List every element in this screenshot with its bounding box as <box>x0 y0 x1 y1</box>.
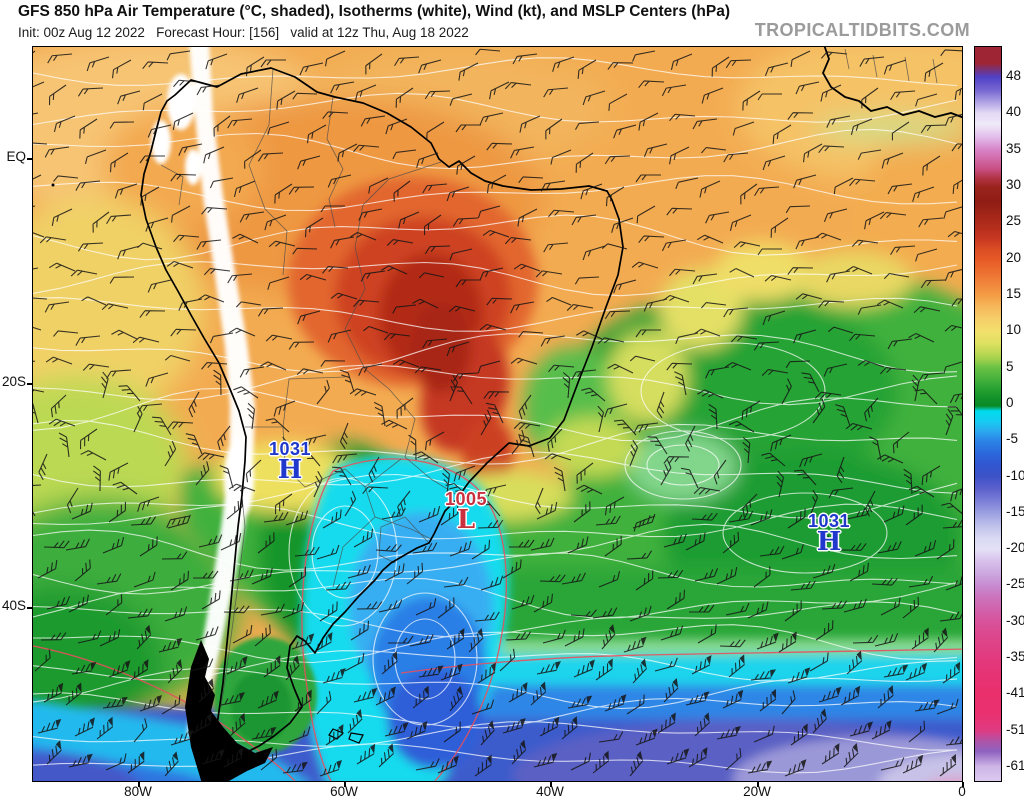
lon-axis-tick <box>962 782 964 787</box>
lat-axis-label: 40S <box>1 598 26 613</box>
colorbar-label: -41 <box>1006 685 1024 701</box>
colorbar-label: -51 <box>1006 721 1024 737</box>
colorbar-label: -30 <box>1006 612 1024 628</box>
lon-axis-tick <box>344 782 346 787</box>
lat-axis-tick <box>27 158 33 160</box>
temperature-colorbar <box>975 47 1001 781</box>
lon-axis-tick <box>757 782 759 787</box>
colorbar-label: 20 <box>1006 249 1022 265</box>
pressure-value: 1031 <box>268 439 312 459</box>
pressure-center-high: 1031 H <box>269 440 311 483</box>
lon-axis-label: 60W <box>330 784 358 799</box>
lon-axis-label: 0 <box>958 784 966 799</box>
pressure-center-high: 1031 H <box>808 512 850 555</box>
weather-map <box>33 47 962 781</box>
colorbar-label: 10 <box>1006 322 1022 338</box>
pressure-center-low: 1005 L <box>445 490 487 533</box>
pressure-letter: H <box>816 527 842 557</box>
pressure-value: 1005 <box>444 489 488 509</box>
lat-axis-label: 20S <box>1 374 26 389</box>
isotherms-layer <box>33 57 958 774</box>
falkland-islands <box>328 728 364 744</box>
weather-map-canvas <box>33 47 962 781</box>
colorbar-label: -25 <box>1006 576 1024 592</box>
colorbar-label: 5 <box>1006 358 1014 374</box>
lon-axis-label: 20W <box>743 784 771 799</box>
pressure-letter: H <box>277 455 303 485</box>
colorbar-label: -35 <box>1006 649 1024 665</box>
tropicaltidbits-watermark: TROPICALTIDBITS.COM <box>754 20 970 40</box>
lat-axis-tick <box>27 383 33 385</box>
africa-coastline <box>821 47 962 119</box>
colorbar-label: -10 <box>1006 467 1024 483</box>
lon-axis-tick <box>550 782 552 787</box>
colorbar-label: 25 <box>1006 213 1022 229</box>
colorbar-label: 48 <box>1006 68 1022 83</box>
colorbar-label: -15 <box>1006 503 1024 519</box>
map-title: GFS 850 hPa Air Temperature (°C, shaded)… <box>18 3 731 20</box>
lat-axis-tick <box>27 607 33 609</box>
geography-layer <box>51 47 962 781</box>
colorbar-label: 15 <box>1006 285 1022 301</box>
lat-axis-label: EQ <box>6 149 26 164</box>
lon-axis-tick <box>138 782 140 787</box>
lon-axis-label: 80W <box>124 784 152 799</box>
andes-white-terrain <box>151 47 317 753</box>
country-borders <box>160 48 938 708</box>
patagonia-terrain <box>185 640 273 781</box>
galapagos-islands <box>51 183 55 187</box>
colorbar-label: -61 <box>1006 758 1024 774</box>
lon-axis-label: 40W <box>536 784 564 799</box>
init-forecast-line: Init: 00z Aug 12 2022 Forecast Hour: [15… <box>18 25 469 40</box>
colorbar-label: 30 <box>1006 176 1022 192</box>
colorbar-label: -5 <box>1006 431 1019 447</box>
colorbar-label: 0 <box>1006 394 1014 410</box>
pressure-value: 1031 <box>807 511 851 531</box>
colorbar-label: 40 <box>1006 104 1022 120</box>
pressure-letter: L <box>456 505 476 535</box>
colorbar-label: 35 <box>1006 140 1022 156</box>
colorbar-label: -20 <box>1006 540 1024 556</box>
south-america-coastline <box>140 67 624 769</box>
